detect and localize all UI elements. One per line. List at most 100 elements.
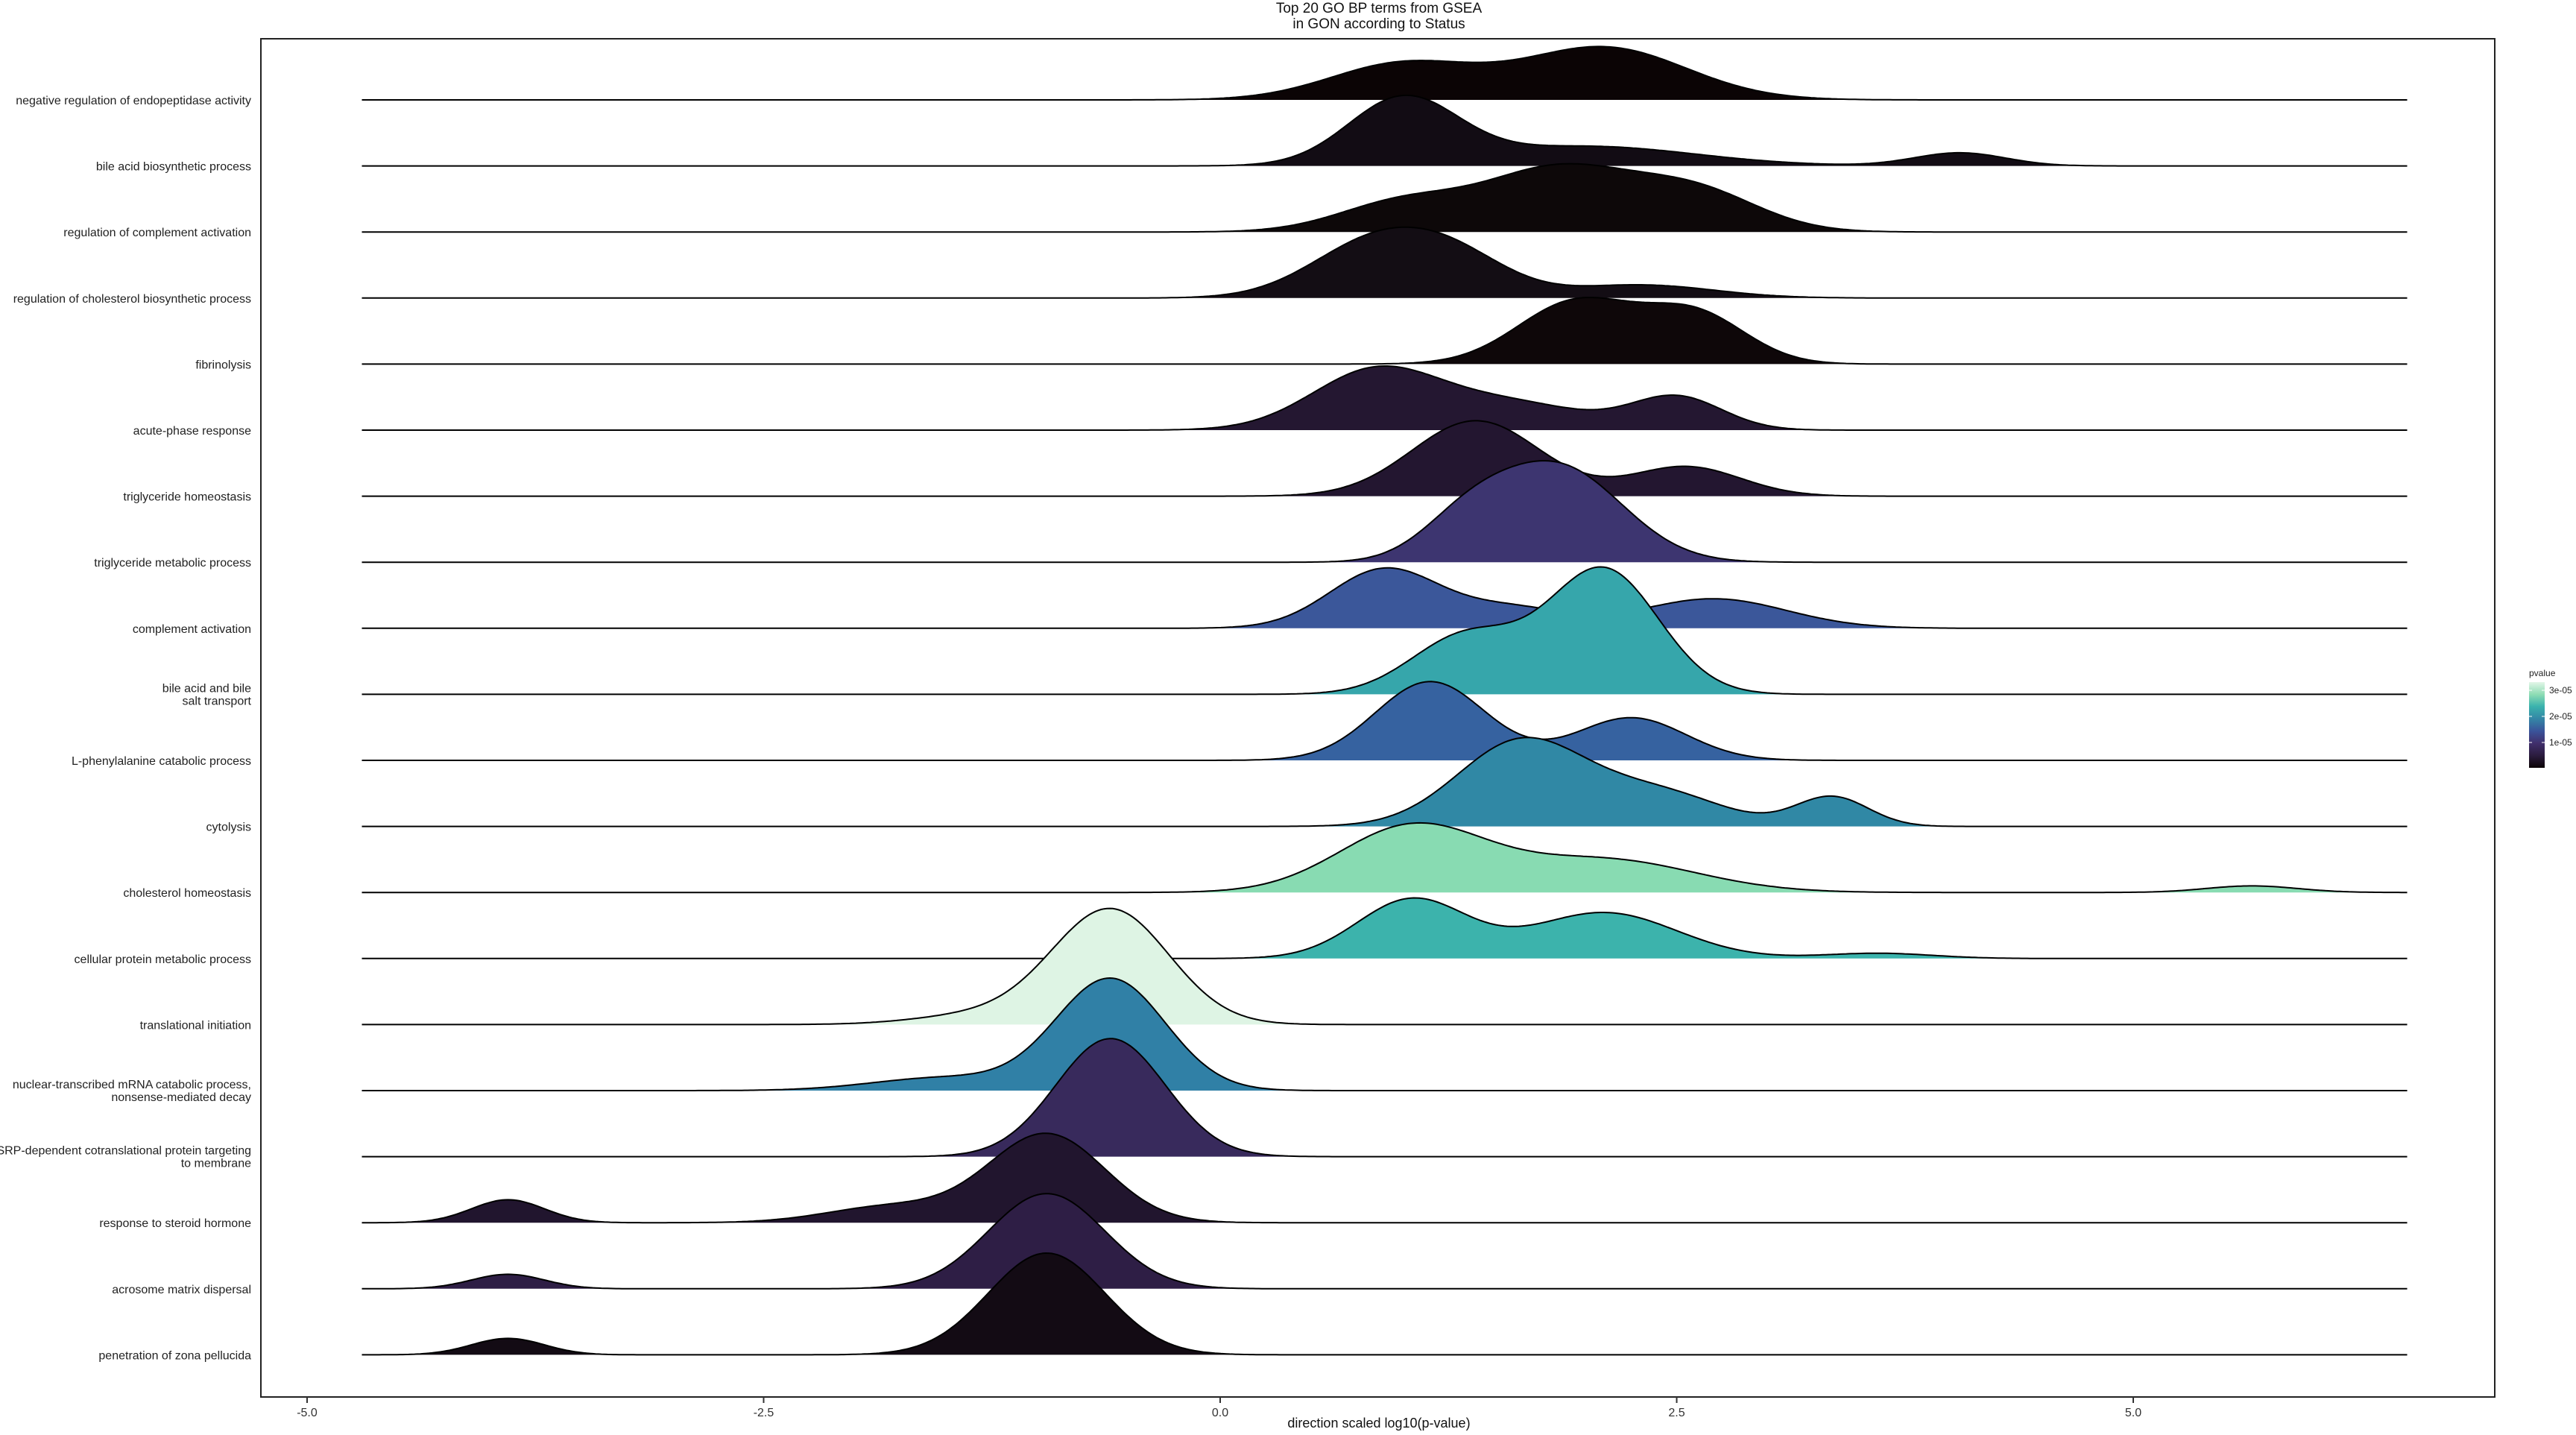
y-label-line: acrosome matrix dispersal (112, 1284, 251, 1296)
y-label-line: regulation of complement activation (63, 227, 251, 239)
legend-tick-label: 1e-05 (2549, 737, 2572, 748)
ridge-outline-nuclear-transcribed-mrna-catabolic-process-nonsense-mediated-decay (362, 977, 2408, 1091)
y-label-line: complement activation (133, 623, 251, 636)
ridge-fill-l-phenylalanine-catabolic-process (362, 681, 2408, 760)
x-tick-label: -5.0 (297, 1407, 318, 1419)
y-label-line: cellular protein metabolic process (75, 953, 251, 966)
y-label-line: cholesterol homeostasis (123, 887, 251, 900)
ridge-fill-regulation-of-complement-activation (362, 163, 2408, 233)
ridge-fill-response-to-steroid-hormone (362, 1133, 2408, 1223)
y-label-line: L-phenylalanine catabolic process (72, 755, 251, 768)
ridge-outline-cytolysis (362, 737, 2408, 827)
legend-ticks: 3e-05 2e-05 1e-05 (2529, 685, 2572, 748)
y-label-line: nonsense-mediated decay (111, 1091, 251, 1104)
legend-colorbar (2529, 682, 2545, 768)
y-label-line: penetration of zona pellucida (98, 1349, 251, 1362)
legend-tick-label: 3e-05 (2549, 685, 2572, 696)
y-label-line: SRP-dependent cotranslational protein ta… (0, 1145, 251, 1158)
ridge-outline-penetration-of-zona-pellucida (362, 1252, 2408, 1356)
y-label: SRP-dependent cotranslational protein ta… (0, 1145, 251, 1170)
ridge-outline-acrosome-matrix-dispersal (362, 1193, 2408, 1290)
y-label: bile acid biosynthetic process (96, 161, 251, 174)
y-label: triglyceride homeostasis (123, 491, 251, 504)
y-label-line: response to steroid hormone (99, 1217, 251, 1230)
ridge-fill-complement-activation (362, 567, 2408, 628)
ridge-outline-cholesterol-homeostasis (362, 821, 2408, 894)
ridge-fill-srp-dependent-cotranslational-protein-targeting-to-membrane (362, 1038, 2408, 1157)
ridge-fill-cholesterol-homeostasis (362, 822, 2408, 893)
y-label: nuclear-transcribed mRNA catabolic proce… (13, 1079, 251, 1104)
ridge-outline-srp-dependent-cotranslational-protein-targeting-to-membrane (362, 1038, 2408, 1158)
y-label-line: acute-phase response (133, 425, 251, 438)
y-label: acute-phase response (133, 425, 251, 438)
y-label: response to steroid hormone (99, 1217, 251, 1230)
y-label: bile acid and bile salt transport (162, 682, 252, 707)
legend-tick-label: 2e-05 (2549, 711, 2572, 722)
ridge-outline-complement-activation (362, 567, 2408, 629)
ridge-fill-triglyceride-homeostasis (362, 420, 2408, 496)
ridge-fill-fibrinolysis (362, 297, 2408, 365)
x-tick-label: -2.5 (754, 1407, 774, 1419)
y-label: cytolysis (206, 821, 251, 834)
ridge-fill-bile-acid-biosynthetic-process (362, 95, 2408, 166)
ridge-outline-cellular-protein-metabolic-process (362, 897, 2408, 959)
plot-panel-border (260, 38, 2496, 1398)
y-label-line: fibrinolysis (195, 359, 251, 371)
y-label: negative regulation of endopeptidase act… (16, 95, 251, 107)
ridge-fill-acrosome-matrix-dispersal (362, 1193, 2408, 1289)
ridge-outline-translational-initiation (362, 907, 2408, 1026)
chart-title: Top 20 GO BP terms from GSEA (1276, 1, 1483, 16)
ridge-outline-l-phenylalanine-catabolic-process (362, 681, 2408, 761)
ridge-fill-nuclear-transcribed-mrna-catabolic-process-nonsense-mediated-decay (362, 978, 2408, 1091)
y-label: acrosome matrix dispersal (112, 1284, 251, 1296)
legend: pvalue 3e-05 2e-05 1e-05 (2529, 668, 2572, 768)
ridge-fill-cellular-protein-metabolic-process (362, 898, 2408, 959)
ridge-fill-regulation-of-cholesterol-biosynthetic-process (362, 227, 2408, 298)
x-axis: -5.0 -2.5 0.0 2.5 5.0 (297, 1397, 2141, 1419)
y-label-line: to membrane (181, 1158, 251, 1170)
legend-title: pvalue (2529, 668, 2556, 678)
ridge-outline-negative-regulation-of-endopeptidase-activity (362, 45, 2408, 101)
ridge-outline-bile-acid-biosynthetic-process (362, 94, 2408, 167)
chart-subtitle: in GON according to Status (1292, 16, 1465, 32)
y-label-line: bile acid biosynthetic process (96, 161, 251, 174)
y-label: regulation of cholesterol biosynthetic p… (13, 293, 251, 306)
ridge-outline-acute-phase-response (362, 365, 2408, 431)
y-label-line: nuclear-transcribed mRNA catabolic proce… (13, 1079, 251, 1091)
y-label: translational initiation (140, 1019, 251, 1032)
ridge-fill-acute-phase-response (362, 366, 2408, 430)
ridge-outline-fibrinolysis (362, 297, 2408, 365)
y-label-line: translational initiation (140, 1019, 251, 1032)
x-tick-label: 5.0 (2125, 1407, 2141, 1419)
y-axis-labels: negative regulation of endopeptidase act… (0, 95, 252, 1362)
ridge-outline-triglyceride-homeostasis (362, 420, 2408, 497)
y-label: regulation of complement activation (63, 227, 251, 239)
ridges-layer (362, 45, 2408, 1356)
y-label: triglyceride metabolic process (94, 557, 251, 570)
y-label: L-phenylalanine catabolic process (72, 755, 251, 768)
x-tick-label: 0.0 (1212, 1407, 1228, 1419)
ridge-fill-penetration-of-zona-pellucida (362, 1253, 2408, 1355)
y-label-line: negative regulation of endopeptidase act… (16, 95, 251, 107)
ridge-outline-bile-acid-and-bile-salt-transport (362, 566, 2408, 696)
y-label-line: bile acid and bile (162, 682, 251, 695)
ridge-fill-negative-regulation-of-endopeptidase-activity (362, 46, 2408, 100)
y-label: cholesterol homeostasis (123, 887, 251, 900)
ridge-outline-triglyceride-metabolic-process (362, 460, 2408, 564)
y-label-line: regulation of cholesterol biosynthetic p… (13, 293, 251, 306)
y-label: penetration of zona pellucida (98, 1349, 251, 1362)
ridge-outline-regulation-of-complement-activation (362, 163, 2408, 233)
y-label: fibrinolysis (195, 359, 251, 371)
y-label-line: cytolysis (206, 821, 251, 834)
x-tick-label: 2.5 (1668, 1407, 1685, 1419)
ridge-outline-regulation-of-cholesterol-biosynthetic-process (362, 226, 2408, 299)
y-label-line: salt transport (183, 695, 252, 707)
y-label-line: triglyceride homeostasis (123, 491, 251, 504)
ridge-outline-response-to-steroid-hormone (362, 1132, 2408, 1224)
y-label: complement activation (133, 623, 251, 636)
x-axis-label: direction scaled log10(p-value) (1287, 1416, 1470, 1431)
y-label-line: triglyceride metabolic process (94, 557, 251, 570)
y-label: cellular protein metabolic process (75, 953, 251, 966)
